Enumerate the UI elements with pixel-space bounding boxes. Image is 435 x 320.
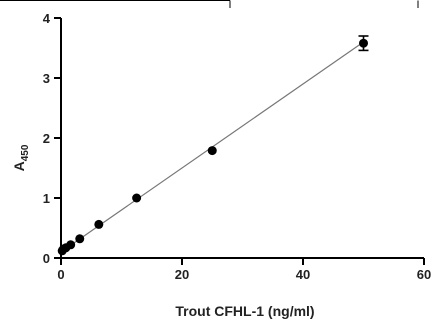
y-tick-label-1: 1: [43, 191, 50, 206]
y-tick-label-0: 0: [43, 251, 50, 266]
y-axis-title: A450: [11, 144, 31, 171]
x-tick-label-3: 60: [417, 267, 431, 282]
plot-area: 0 20 40 60 0 1 2 3 4: [43, 11, 431, 282]
x-tick-label-1: 20: [175, 267, 189, 282]
x-axis-title: Trout CFHL-1 (ng/ml): [175, 303, 314, 319]
y-tick-label-3: 3: [43, 71, 50, 86]
data-point-4: [75, 234, 85, 244]
y-axis-title-main: A: [11, 161, 27, 171]
data-point-6: [132, 193, 142, 203]
y-axis-title-subscript: 450: [20, 144, 31, 161]
data-point-8: [359, 38, 368, 48]
data-point-7: [207, 146, 217, 156]
y-tick-label-4: 4: [43, 11, 51, 26]
y-tick-label-2: 2: [43, 131, 50, 146]
x-tick-label-0: 0: [57, 267, 64, 282]
data-point-3: [66, 240, 76, 250]
data-point-5: [94, 219, 104, 229]
x-tick-label-2: 40: [296, 267, 310, 282]
